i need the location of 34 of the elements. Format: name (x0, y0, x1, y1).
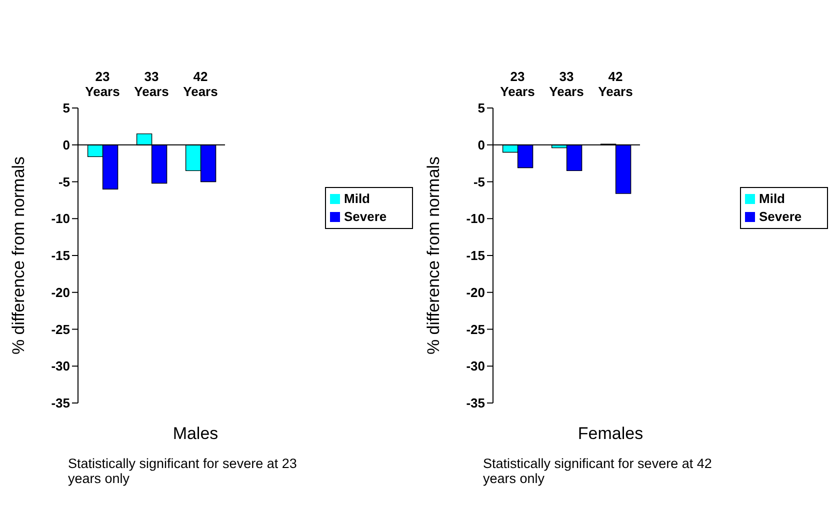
text: Statistically significant for severe at 42 years only (483, 456, 713, 486)
x-tick-label: 42 Years (598, 69, 633, 99)
y-tick-label: -20 (51, 284, 70, 300)
y-tick-label: -20 (466, 284, 485, 300)
y-tick-label: -25 (466, 322, 485, 337)
y-axis-title: % difference from normals (424, 156, 444, 355)
y-tick-label: 0 (478, 137, 485, 152)
y-axis-title: % difference from normals (9, 156, 28, 355)
x-tick-label: 33 Years (134, 69, 169, 99)
y-tick-label: 5 (478, 100, 485, 116)
legend-label: Severe (759, 209, 802, 224)
y-tick-label: -10 (51, 211, 70, 226)
y-tick-label: -10 (466, 211, 485, 226)
y-tick-label: -25 (51, 322, 70, 337)
y-tick-label: -30 (466, 358, 485, 374)
x-axis-title: Females (576, 424, 644, 444)
x-tick-label: 42 Years (183, 69, 218, 99)
y-tick-label: 5 (62, 100, 70, 116)
y-tick-label: -5 (473, 174, 485, 190)
legend-label: Mild (759, 191, 785, 206)
legend-label: Severe (344, 209, 387, 224)
x-axis-title: Males (172, 424, 220, 444)
text: Statistically significant for severe at 23 years only (68, 456, 298, 486)
x-tick-label: 33 Years (549, 69, 584, 99)
y-tick-label: -15 (51, 248, 70, 264)
y-tick-label: -5 (58, 174, 70, 190)
x-tick-label: 23 Years (85, 69, 120, 99)
y-tick-label: -35 (466, 396, 485, 411)
legend-label: Mild (344, 191, 370, 206)
y-tick-label: -15 (466, 248, 485, 264)
y-tick-label: 0 (62, 137, 70, 152)
y-tick-label: -30 (51, 358, 70, 374)
y-tick-label: -35 (51, 396, 70, 411)
x-tick-label: 23 Years (500, 69, 535, 99)
